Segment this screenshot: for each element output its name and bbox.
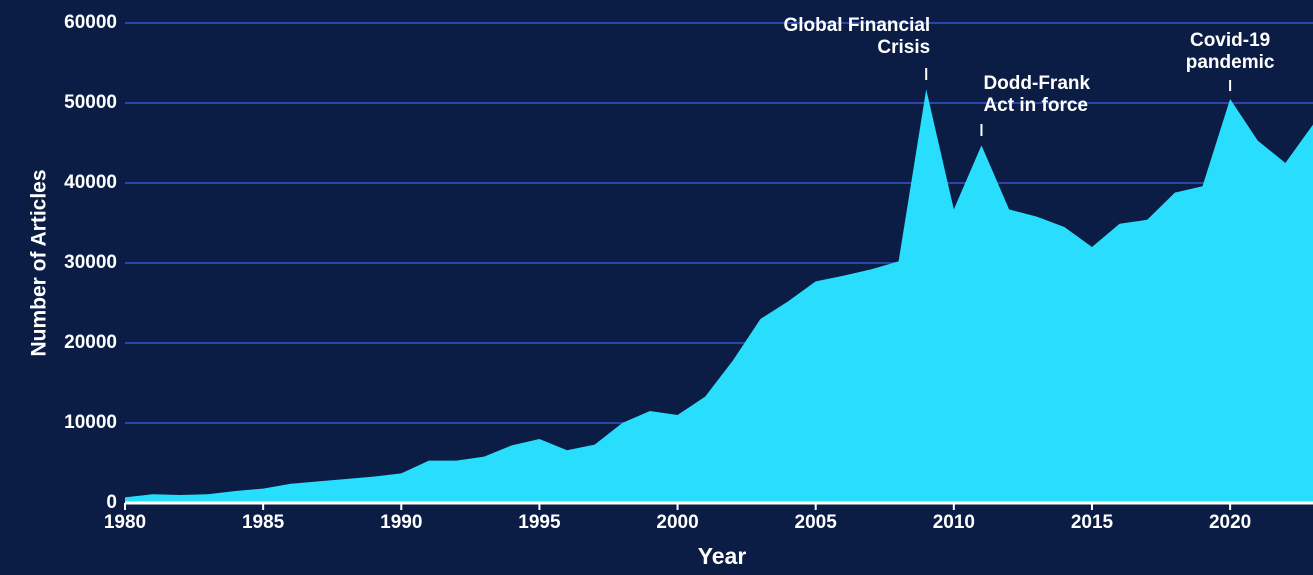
y-tick-label: 60000 (64, 12, 117, 33)
x-tick-label: 2000 (656, 512, 698, 533)
area (125, 89, 1313, 504)
x-axis-label: Year (698, 543, 747, 569)
annotation-text: Global Financial (783, 15, 930, 36)
y-tick-label: 20000 (64, 332, 117, 353)
annotation-text: Crisis (877, 37, 930, 58)
y-tick-label: 40000 (64, 172, 117, 193)
x-tick-label: 1985 (242, 512, 285, 533)
y-tick-label: 0 (106, 492, 117, 513)
x-tick-label: 2015 (1071, 512, 1114, 533)
annotation-text: Covid-19 (1190, 30, 1270, 51)
x-tick-label: 2020 (1209, 512, 1251, 533)
x-tick-label: 2010 (933, 512, 975, 533)
annotation-text: Dodd-Frank (983, 73, 1090, 94)
x-tick-label: 2005 (795, 512, 838, 533)
annotation-text: pandemic (1186, 52, 1275, 73)
y-tick-label: 10000 (64, 412, 117, 433)
y-tick-label: 50000 (64, 92, 117, 113)
annotation-text: Act in force (983, 95, 1088, 116)
x-tick-label: 1980 (104, 512, 146, 533)
x-tick-label: 1995 (518, 512, 561, 533)
y-tick-label: 30000 (64, 252, 117, 273)
y-axis-label: Number of Articles (28, 169, 51, 356)
x-tick-label: 1990 (380, 512, 422, 533)
